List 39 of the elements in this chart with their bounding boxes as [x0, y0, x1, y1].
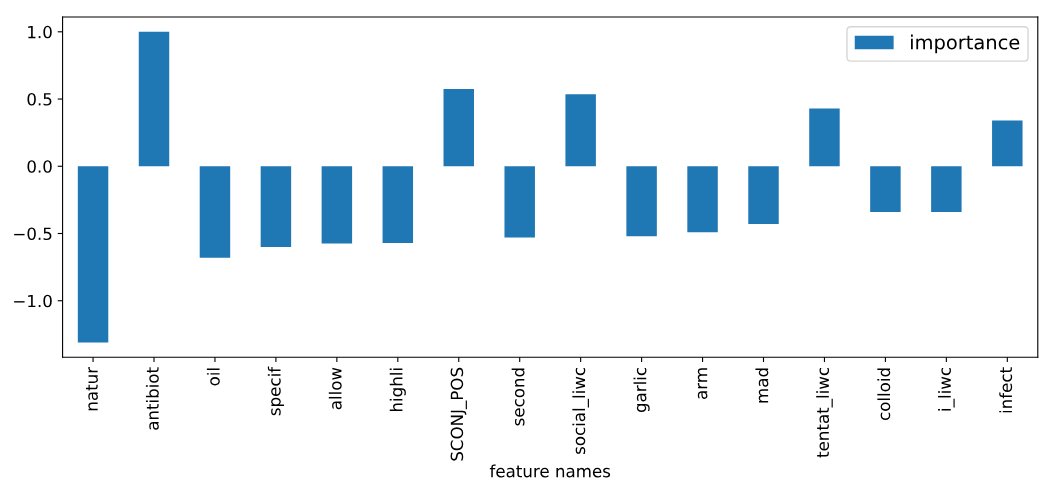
x-axis-title: feature names	[489, 464, 611, 478]
bar	[565, 94, 596, 167]
x-tick-label: specif	[267, 366, 284, 416]
x-tick-label: SCONJ_POS	[450, 367, 467, 461]
bar	[626, 166, 657, 237]
bar	[260, 166, 292, 247]
x-tick-label: infect	[999, 367, 1013, 413]
x-tick-label: arm	[697, 368, 708, 399]
bar	[321, 166, 353, 244]
x-tick-label: i_liwc	[938, 367, 955, 411]
bar	[809, 108, 840, 167]
x-tick-label: colloid	[877, 368, 891, 421]
bar	[138, 31, 170, 167]
bar	[687, 166, 718, 233]
x-tick-label: highli	[389, 368, 406, 412]
y-tick-label: −0.5	[14, 227, 52, 241]
x-tick-label: oil	[206, 368, 220, 386]
bar	[992, 120, 1023, 167]
bar	[77, 166, 109, 343]
bar	[504, 166, 535, 238]
bar	[199, 166, 231, 258]
x-tick-label: tentat_liwc	[816, 367, 833, 458]
x-tick-label: allow	[328, 367, 342, 410]
y-tick-label: −1.0	[14, 294, 52, 308]
x-tick-label: second	[511, 368, 525, 426]
x-tick-label: garlic	[633, 367, 650, 413]
bar	[443, 88, 474, 167]
x-tick-label: natur	[85, 366, 98, 411]
bar	[748, 166, 779, 225]
legend-label: importance	[911, 34, 1020, 54]
y-tick-label: 0.0	[27, 160, 52, 173]
bar	[382, 166, 414, 243]
y-tick-label: 1.0	[28, 25, 52, 39]
bar	[870, 166, 901, 212]
y-tick-label: 0.5	[27, 93, 52, 106]
x-tick-label: antibiot	[145, 367, 159, 430]
x-tick-label: social_liwc	[572, 367, 589, 454]
bar	[931, 166, 962, 212]
x-tick-label: mad	[755, 368, 769, 403]
